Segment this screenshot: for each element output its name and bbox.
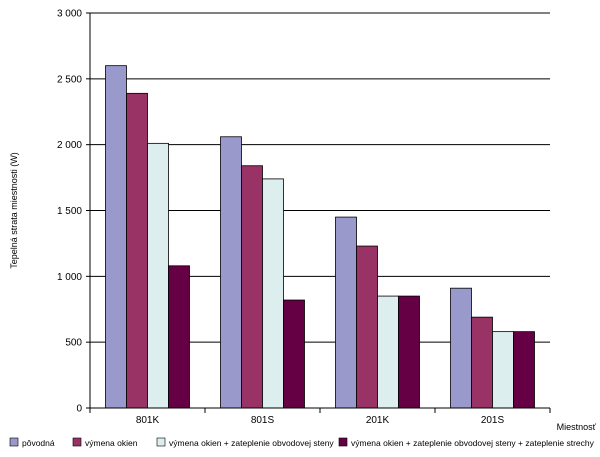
bar-801K-series-4 (168, 265, 190, 409)
y-tick-label: 1 000 (57, 272, 82, 283)
x-tick-label: 801S (251, 415, 275, 426)
bar-201K-series-4 (398, 295, 420, 409)
y-tick-label: 0 (76, 404, 82, 415)
y-tick-label: 3 000 (57, 9, 82, 20)
x-tick-label: 801K (136, 415, 160, 426)
legend-label: výmena okien (85, 438, 138, 448)
bar-201S-series-1 (450, 287, 472, 409)
legend-label: výmena okien + zateplenie obvodovej sten… (169, 438, 334, 448)
legend: pôvodná výmena okien výmena okien + zatepl… (9, 437, 595, 448)
bar-801S-series-1 (220, 136, 242, 409)
bar-201K-series-1 (335, 216, 357, 409)
y-tick-labels: 3 000 2 500 2 000 1 500 1 000 500 0 (57, 9, 90, 415)
bar-201K-series-2 (356, 245, 378, 409)
y-tick-label: 2 000 (57, 140, 82, 151)
bar-801K-series-3 (147, 142, 169, 409)
bar-201K-series-3 (377, 295, 399, 409)
bar-801K-series-1 (105, 65, 127, 409)
legend-swatch (156, 437, 166, 447)
bar-801S-series-4 (283, 299, 305, 409)
legend-swatch (72, 437, 82, 447)
x-tick-labels: 801K 801S 201K 201S (89, 408, 551, 426)
x-tick-label: 201S (481, 415, 505, 426)
y-tick-label: 1 500 (57, 206, 82, 217)
legend-label: pôvodná (22, 438, 55, 448)
bar-801S-series-2 (241, 165, 263, 409)
legend-swatch (9, 437, 19, 447)
legend-swatch (338, 437, 348, 447)
y-axis-title: Tepelná strata miestnosti (W) (9, 152, 19, 269)
bar-801K-series-2 (126, 92, 148, 409)
y-tick-label: 500 (65, 338, 82, 349)
bar-201S-series-3 (492, 331, 514, 409)
legend-label: výmena okien + zateplenie obvodovej sten… (351, 438, 595, 448)
x-axis-title: Miestnosť (557, 422, 597, 432)
bar-201S-series-4 (513, 331, 535, 409)
bars (105, 65, 535, 409)
bar-801S-series-3 (262, 178, 284, 409)
y-tick-label: 2 500 (57, 74, 82, 85)
x-tick-label: 201K (366, 415, 390, 426)
bar-201S-series-2 (471, 316, 493, 409)
